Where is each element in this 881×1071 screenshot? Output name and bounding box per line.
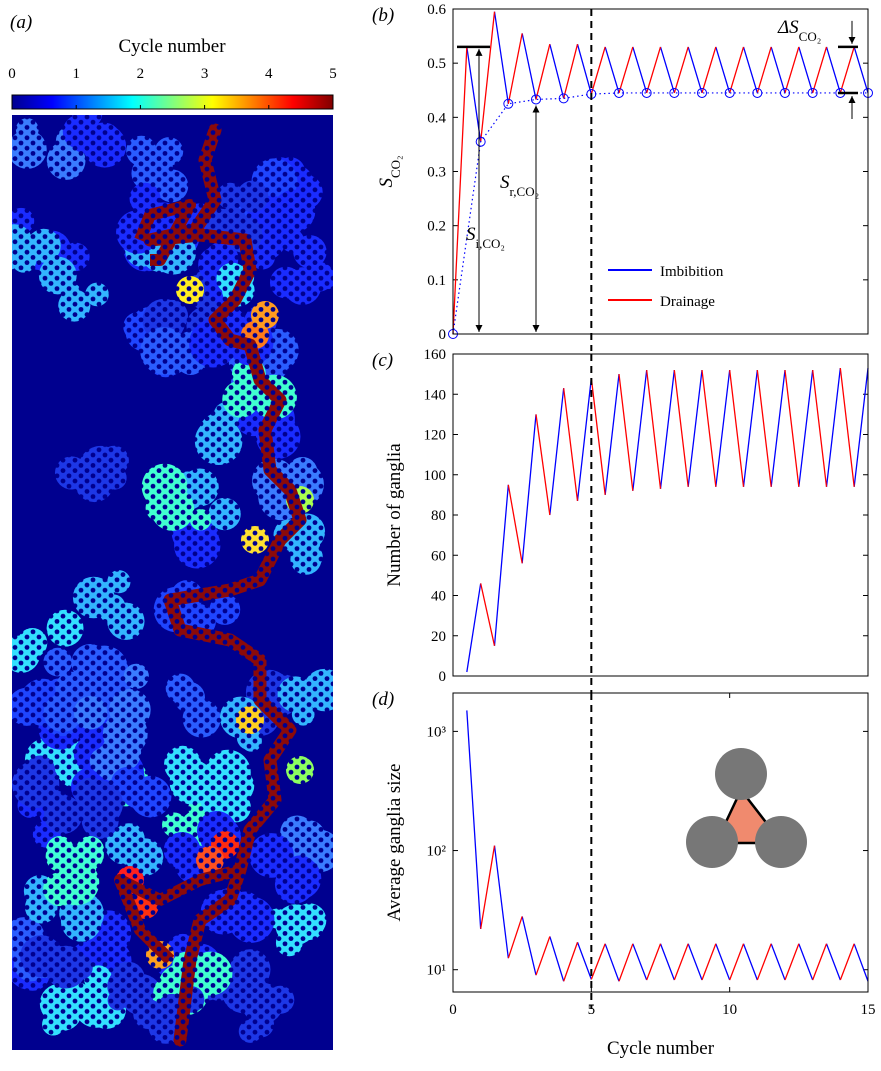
residual-marker [752, 87, 763, 98]
legend-label: Drainage [660, 294, 715, 310]
data-line [452, 11, 855, 335]
colorbar-title: Cycle number [118, 36, 226, 57]
colorbar-tick-label: 2 [137, 66, 145, 82]
pore-cluster [12, 244, 13, 255]
x-tick-label: 0 [449, 1002, 457, 1018]
residual-marker [697, 87, 707, 98]
y-axis-label: Average ganglia size [384, 764, 405, 922]
panel-label: (c) [372, 350, 393, 371]
legend-label: Imbibition [660, 264, 724, 280]
y-tick-label: 20 [431, 629, 446, 645]
annotation-main: S [466, 224, 476, 245]
residual-marker [558, 93, 569, 104]
colorbar-tick-label: 5 [329, 66, 337, 82]
panel-label: (a) [10, 12, 32, 33]
y-axis-label-sub: CO₂ [388, 155, 403, 178]
data-line [466, 11, 869, 142]
y-tick-label: 140 [424, 387, 447, 403]
data-line [480, 368, 855, 646]
y-tick-label: 0.5 [427, 56, 446, 72]
x-tick-label: 15 [861, 1002, 876, 1018]
x-tick-label: 5 [588, 1002, 596, 1018]
residual-marker [531, 94, 541, 105]
residual-marker [780, 87, 790, 98]
residual-marker [807, 87, 818, 98]
pore-diagram [686, 748, 807, 868]
residual-line [452, 92, 868, 335]
y-axis-label: SCO₂ [376, 155, 403, 187]
y-tick-label: 0.4 [427, 110, 446, 126]
y-tick-label: 0.2 [427, 219, 446, 235]
panel: (c) Number of ganglia 0 20 40 60 80 100 120 140 16… [372, 347, 869, 693]
y-tick-label: 80 [431, 508, 446, 524]
colorbar [11, 94, 334, 110]
y-tick-label: 60 [431, 548, 446, 564]
y-tick-label: 0.6 [427, 2, 446, 18]
y-tick-label: 0 [439, 669, 447, 685]
pore-texture [12, 115, 333, 1050]
panel-label: (d) [372, 689, 394, 710]
annotation: Sr,CO₂ [500, 172, 539, 199]
colorbar-tick-label: 1 [72, 66, 80, 82]
panel: (b)SCO₂00.10.20.30.40.50.6ImbibitionDrai… [372, 2, 873, 351]
data-line [480, 845, 855, 982]
plot-frame [452, 8, 869, 335]
annotation: Si,CO₂ [466, 224, 505, 251]
annotation: ΔSCO₂ [777, 17, 821, 44]
colorbar-tick-label: 3 [201, 66, 209, 82]
y-axis-label: Number of ganglia [384, 443, 405, 587]
y-tick-label: 0 [439, 327, 447, 343]
residual-marker [641, 87, 652, 98]
residual-marker [614, 87, 624, 98]
y-tick-label: 10¹ [427, 963, 447, 979]
annotation-sub: i,CO₂ [476, 236, 505, 251]
annotation-main: S [500, 172, 510, 193]
y-tick-label: 100 [424, 468, 447, 484]
residual-marker [503, 98, 514, 109]
colorbar-tick-label: 4 [265, 66, 273, 82]
y-tick-label: 120 [424, 428, 447, 444]
annotation-main: ΔS [777, 17, 799, 38]
residual-marker [669, 87, 680, 98]
y-tick-label: 0.1 [427, 273, 446, 289]
x-axis-label: Cycle number [607, 1038, 715, 1059]
pore-network [0, 115, 333, 1050]
y-tick-label: 40 [431, 589, 446, 605]
annotation-sub: CO₂ [799, 29, 822, 44]
y-tick-label: 0.3 [427, 165, 446, 181]
y-tick-label: 160 [424, 347, 447, 363]
data-line [466, 368, 869, 673]
colorbar-tick-label: 0 [8, 66, 16, 82]
y-tick-label: 10³ [427, 724, 447, 740]
panel: (d) Average ganglia size 10¹ 10² 10³ 0 5 10 15 Cy… [372, 689, 876, 1059]
pore-cluster [0, 959, 10, 984]
residual-marker [724, 87, 735, 98]
annotation-sub: r,CO₂ [510, 184, 540, 199]
y-axis-label-main: S [376, 178, 397, 188]
y-tick-label: 10² [427, 844, 447, 860]
plot-frame [452, 692, 869, 993]
plot-frame [452, 353, 869, 677]
panel-label: (b) [372, 5, 394, 26]
data-line [466, 710, 869, 982]
x-tick-label: 10 [722, 1002, 737, 1018]
